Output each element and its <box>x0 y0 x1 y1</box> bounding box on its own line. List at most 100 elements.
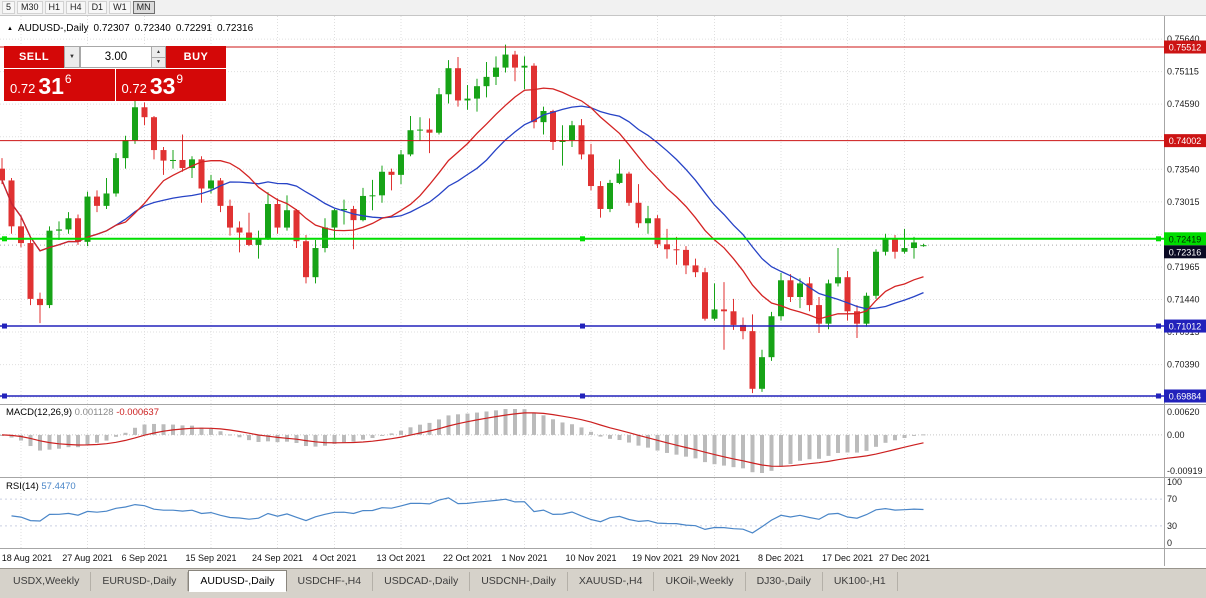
candle-body <box>673 249 680 251</box>
price-badge-label: 0.72316 <box>1169 247 1202 257</box>
hline-handle[interactable] <box>2 393 7 399</box>
candle-body <box>740 324 746 332</box>
candle-body <box>455 68 461 101</box>
hline-handle[interactable] <box>1156 323 1161 329</box>
macd-histogram-bar <box>237 434 242 438</box>
timeframe-d1[interactable]: D1 <box>87 1 108 14</box>
macd-histogram-bar <box>161 424 166 435</box>
macd-histogram-bar <box>788 434 793 464</box>
price-badge <box>1164 40 1206 54</box>
tab-eurusd-daily[interactable]: EURUSD-,Daily <box>91 572 189 591</box>
sell-button[interactable]: SELL <box>4 46 64 68</box>
candle-body <box>901 248 908 252</box>
candle-body <box>94 196 100 206</box>
candle-body <box>702 272 708 319</box>
volume-decrease-button[interactable]: ▼ <box>152 57 165 67</box>
candle-body <box>911 242 917 249</box>
tab-ukoil-weekly[interactable]: UKOil-,Weekly <box>654 572 746 591</box>
hline-handle[interactable] <box>580 323 585 329</box>
candle-body <box>730 311 737 325</box>
hline-handle[interactable] <box>2 236 7 242</box>
buy-price-pip: 9 <box>176 72 184 86</box>
macd-histogram-bar <box>817 434 821 459</box>
candle-body <box>274 204 281 228</box>
price-axis-label: 0.74590 <box>1167 99 1200 109</box>
candle-body <box>179 159 186 169</box>
buy-price-display[interactable]: 0.72 33 9 <box>115 69 226 101</box>
timeframe-h1[interactable]: H1 <box>44 1 65 14</box>
hline-handle[interactable] <box>2 323 7 329</box>
candle-body <box>398 154 404 175</box>
tab-usdcnh-daily[interactable]: USDCNH-,Daily <box>470 572 568 591</box>
candle-body <box>597 186 604 209</box>
hline-handle[interactable] <box>1156 393 1161 399</box>
candle-body <box>122 140 129 159</box>
date-label: 8 Dec 2021 <box>758 553 804 563</box>
rsi-axis-label: 30 <box>1167 521 1177 531</box>
timeframe-mn[interactable]: MN <box>132 1 155 14</box>
sell-price-pip: 6 <box>64 72 72 86</box>
hline-handle[interactable] <box>580 236 585 242</box>
sell-price-display[interactable]: 0.72 31 6 <box>4 69 115 101</box>
macd-histogram-bar <box>199 427 204 435</box>
timeframe-5[interactable]: 5 <box>2 1 16 14</box>
buy-button[interactable]: BUY <box>166 46 226 68</box>
macd-signal-line <box>1 412 924 467</box>
price-badge-label: 0.71012 <box>1169 322 1202 332</box>
candle-body <box>75 218 81 242</box>
timeframe-h4[interactable]: H4 <box>66 1 86 14</box>
tab-usdx-weekly[interactable]: USDX,Weekly <box>2 572 92 591</box>
collapse-trade-panel-icon[interactable]: ▲ <box>7 25 13 32</box>
macd-histogram-bar <box>332 434 337 444</box>
macd-histogram-bar <box>874 434 878 447</box>
hline-handle[interactable] <box>1156 236 1161 242</box>
tab-xauusd-h4[interactable]: XAUUSD-,H4 <box>568 572 655 591</box>
tab-uk100-h1[interactable]: UK100-,H1 <box>823 572 898 591</box>
macd-histogram-bar <box>893 434 897 441</box>
tab-usdcad-daily[interactable]: USDCAD-,Daily <box>373 572 471 591</box>
macd-histogram-bar <box>256 434 261 442</box>
price-axis-label: 0.75640 <box>1167 34 1200 44</box>
macd-histogram-bar <box>798 434 802 461</box>
macd-histogram-bar <box>912 434 916 436</box>
macd-histogram-bar <box>313 434 318 447</box>
candle-body <box>844 277 851 312</box>
volume-increase-button[interactable]: ▲ <box>152 47 165 58</box>
rsi-axis-label: 100 <box>1167 477 1182 487</box>
macd-histogram-bar <box>28 434 33 447</box>
candle-body <box>284 210 290 228</box>
candle-body <box>863 295 870 324</box>
tab-usdchf-h4[interactable]: USDCHF-,H4 <box>287 572 374 591</box>
macd-histogram-bar <box>465 413 470 435</box>
candle-body <box>293 210 300 242</box>
macd-histogram-bar <box>380 434 384 436</box>
candle-body <box>835 277 841 284</box>
macd-histogram-bar <box>722 434 726 466</box>
macd-histogram-bar <box>902 434 907 439</box>
macd-histogram-bar <box>579 427 584 435</box>
candle-body <box>540 110 547 123</box>
macd-histogram-bar <box>627 434 631 443</box>
macd-histogram-bar <box>389 433 394 435</box>
tab-dj30-daily[interactable]: DJ30-,Daily <box>746 572 823 591</box>
candle-body <box>616 173 623 183</box>
macd-histogram-bar <box>95 434 99 443</box>
macd-histogram-bar <box>883 434 888 443</box>
hline-handle[interactable] <box>580 393 585 399</box>
candle-body <box>521 65 528 68</box>
macd-histogram-bar <box>769 434 774 471</box>
candle-body <box>227 205 233 228</box>
timeframe-m30[interactable]: M30 <box>17 1 43 14</box>
macd-histogram-bar <box>228 434 232 436</box>
macd-histogram-bar <box>646 434 650 448</box>
order-type-dropdown[interactable]: ▼ <box>64 46 80 68</box>
candle-body <box>483 76 490 87</box>
candle-body <box>132 107 138 141</box>
candle-body <box>331 210 338 228</box>
macd-histogram-bar <box>361 434 365 440</box>
volume-input[interactable] <box>81 47 151 67</box>
macd-histogram-bar <box>190 425 194 435</box>
tab-audusd-daily[interactable]: AUDUSD-,Daily <box>188 570 287 592</box>
timeframe-w1[interactable]: W1 <box>109 1 131 14</box>
